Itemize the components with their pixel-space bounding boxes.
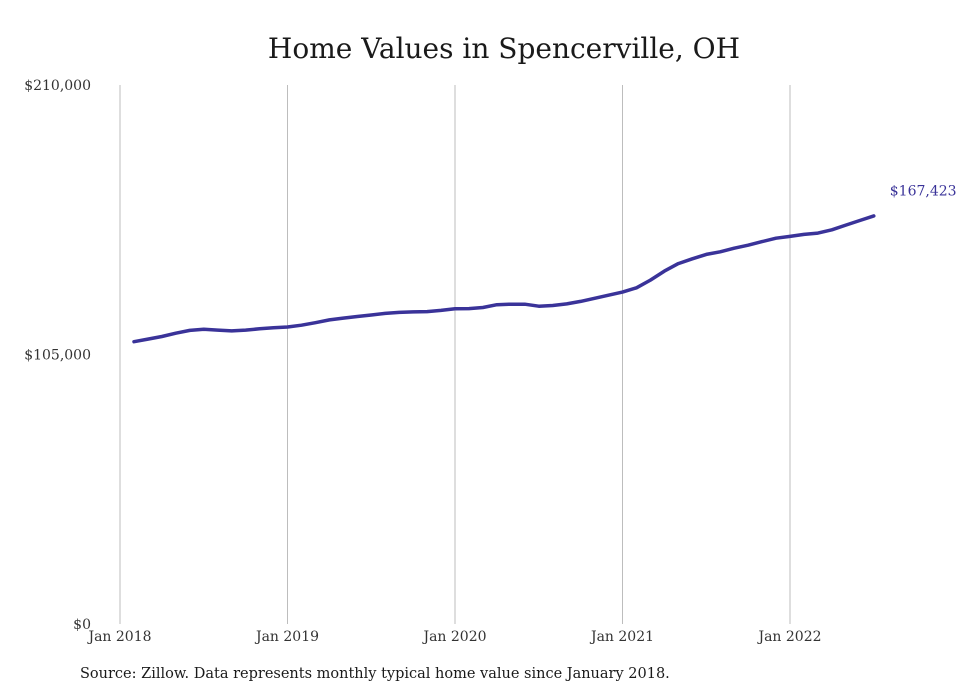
y-tick-label: $0	[73, 617, 91, 633]
gridlines	[119, 85, 791, 624]
y-tick-label: $105,000	[24, 348, 91, 364]
series-line	[132, 214, 876, 344]
source-footnote: Source: Zillow. Data represents monthly …	[80, 666, 670, 682]
y-axis-ticks: $0 $105,000 $210,000	[24, 78, 91, 633]
x-tick-label: Jan 2022	[756, 629, 821, 645]
chart-title: Home Values in Spencerville, OH	[268, 32, 740, 65]
x-tick-label: Jan 2020	[421, 629, 486, 645]
x-axis-ticks: Jan 2018 Jan 2019 Jan 2020 Jan 2021 Jan 2022	[86, 629, 821, 645]
x-tick-label: Jan 2019	[254, 629, 319, 645]
x-tick-label: Jan 2021	[589, 629, 654, 645]
y-tick-label: $210,000	[24, 78, 91, 94]
x-tick-label: Jan 2018	[86, 629, 151, 645]
end-value-label: $167,423	[890, 183, 957, 199]
